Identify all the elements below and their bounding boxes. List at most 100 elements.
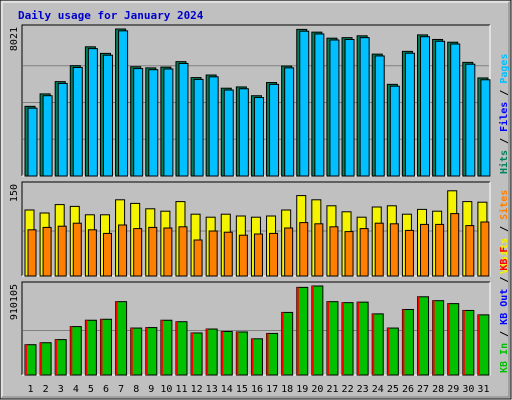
- visits-sites-bar-27: [420, 223, 430, 277]
- day-label-10: 10: [160, 384, 172, 395]
- kbytes-kb-f-edge-27: [417, 296, 420, 375]
- day-label-4: 4: [73, 384, 79, 395]
- hits-files-bar-30: [465, 63, 476, 177]
- day-label-18: 18: [281, 384, 293, 395]
- hits-files-bar-6: [102, 54, 113, 177]
- panel-visits: 150 Visits / Sites: [9, 181, 510, 277]
- visits-sites-bar-13: [208, 230, 218, 277]
- visits-sites-bar-7: [118, 224, 128, 277]
- day-label-19: 19: [296, 384, 308, 395]
- day-label-17: 17: [266, 384, 278, 395]
- hits-files-bar-21: [329, 39, 340, 177]
- kbytes-kb-f-edge-31: [477, 314, 480, 375]
- kbytes-border-dark: [21, 281, 490, 375]
- panel-kbytes: 910105 KB In / KB Out / KB F: [9, 247, 510, 376]
- kbytes-kb-f-edge-4: [70, 326, 73, 375]
- kbytes-kb-f-edge-24: [372, 313, 375, 375]
- hits-legend: Hits / Files / Pages: [498, 54, 510, 174]
- kbytes-kb-f-edge-15: [236, 331, 239, 375]
- hits-files-bar-1: [27, 107, 38, 177]
- kbytes-kb-f-edge-30: [462, 310, 465, 375]
- x-axis-day-labels: 1 2 3 4 5 6 7 8 9 10 11 12 13 14 15 16 17 18 19 20 21 22 23 24 2…: [28, 384, 490, 395]
- hits-files-bar-14: [223, 89, 234, 177]
- day-label-25: 25: [387, 384, 399, 395]
- kbytes-kb-f-edge-7: [115, 301, 118, 375]
- visits-sites-bar-17: [269, 232, 279, 277]
- kbytes-kb-f-edge-2: [40, 342, 43, 375]
- kbytes-kb-f-edge-6: [100, 319, 103, 375]
- kbytes-kb-f-edge-16: [251, 338, 254, 375]
- visits-sites-bar-3: [57, 225, 67, 277]
- day-label-8: 8: [133, 384, 139, 395]
- visits-sites-bar-5: [87, 229, 97, 277]
- chart-panels: 8021 Hits / Files / Pages 150 Visits / Site…: [9, 24, 510, 376]
- hits-files-bar-2: [42, 95, 53, 177]
- kbytes-kb-f-edge-14: [221, 331, 224, 375]
- day-label-27: 27: [417, 384, 429, 395]
- kbytes-kb-f-edge-20: [311, 286, 314, 375]
- legend-kb-out: KB Out: [499, 289, 510, 325]
- hits-files-bar-23: [359, 37, 370, 177]
- kbytes-kb-f-edge-9: [145, 327, 148, 375]
- day-label-5: 5: [88, 384, 94, 395]
- visits-sites-bar-29: [450, 213, 460, 277]
- day-label-6: 6: [103, 384, 109, 395]
- day-label-1: 1: [28, 384, 34, 395]
- visits-sites-bar-20: [314, 223, 324, 277]
- visits-sites-bar-8: [133, 228, 143, 277]
- visits-sites-bar-10: [163, 227, 173, 277]
- kbytes-kb-f-edge-17: [266, 333, 269, 375]
- visits-sites-bar-18: [284, 227, 294, 277]
- legend-hits: Hits: [498, 150, 510, 174]
- kbytes-kb-f-edge-21: [326, 301, 329, 375]
- visits-sites-bar-23: [359, 228, 369, 277]
- hits-files-bar-29: [450, 43, 461, 177]
- hits-files-bar-27: [420, 36, 431, 177]
- kbytes-ymax-label: 910105: [9, 284, 20, 320]
- kbytes-kb-f-edge-3: [55, 339, 58, 375]
- day-label-26: 26: [402, 384, 414, 395]
- visits-sites-bar-21: [329, 226, 339, 277]
- hits-files-bar-18: [284, 67, 295, 177]
- legend-files: Files: [498, 102, 510, 132]
- visits-sites-bar-9: [148, 226, 158, 277]
- kbytes-legend: KB In / KB Out / KB F: [499, 247, 510, 373]
- legend-visits: Visits: [498, 238, 510, 274]
- hits-files-bar-17: [269, 83, 280, 177]
- kbytes-kb-f-edge-11: [175, 321, 178, 375]
- kbytes-kb-f-edge-22: [342, 302, 345, 375]
- visits-sites-bar-28: [435, 223, 445, 277]
- chart-title: Daily usage for January 2024: [18, 9, 204, 22]
- hits-files-bar-16: [253, 97, 264, 177]
- visits-sites-bar-1: [27, 229, 37, 277]
- legend-sites: Sites: [498, 190, 510, 220]
- hits-files-bar-12: [193, 78, 204, 177]
- day-label-23: 23: [357, 384, 369, 395]
- kbytes-kb-f-edge-8: [130, 328, 133, 375]
- visits-sites-bar-30: [465, 225, 475, 277]
- hits-files-bar-26: [404, 52, 415, 177]
- kbytes-kb-f-edge-12: [191, 332, 194, 375]
- day-label-3: 3: [58, 384, 64, 395]
- kbytes-kb-f-edge-26: [402, 309, 405, 375]
- visits-sites-bar-15: [238, 234, 248, 277]
- hits-legend-separator-1: /: [499, 132, 510, 150]
- kbytes-kb-f-edge-13: [206, 329, 209, 375]
- visits-legend: Visits / Sites: [498, 190, 510, 274]
- day-label-9: 9: [148, 384, 154, 395]
- visits-sites-bar-6: [102, 232, 112, 277]
- hits-legend-separator-2: /: [499, 84, 510, 102]
- kbytes-kb-f-edge-5: [85, 320, 88, 375]
- day-label-31: 31: [477, 384, 489, 395]
- hits-files-bar-4: [72, 67, 83, 177]
- hits-files-bar-31: [480, 79, 491, 177]
- day-label-14: 14: [221, 384, 233, 395]
- visits-sites-bar-31: [480, 221, 490, 277]
- day-label-21: 21: [326, 384, 338, 395]
- hits-border-dark: [21, 24, 490, 176]
- visits-sites-bar-4: [72, 222, 82, 277]
- day-label-7: 7: [118, 384, 124, 395]
- hits-files-bar-19: [299, 30, 310, 177]
- day-label-22: 22: [342, 384, 354, 395]
